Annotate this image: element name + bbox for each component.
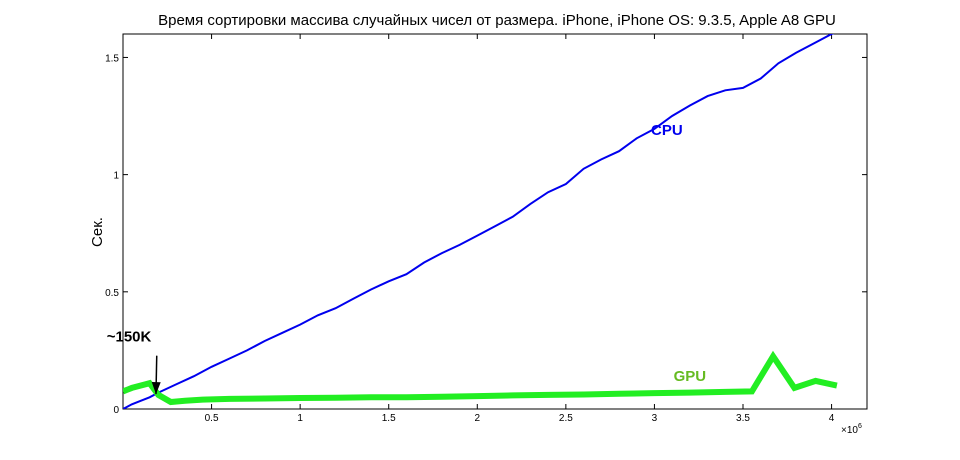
x-tick-label: 4 (829, 413, 835, 424)
series-line-gpu (123, 350, 838, 406)
y-tick-label: 0 (113, 405, 119, 416)
plot-area: 0.5 1 1.5 2 2.5 3 3.5 4 0 0.5 1 1.5 CPU GPU ~150K (105, 33, 868, 424)
x-tick-label: 0.5 (205, 413, 219, 424)
y-tick-label: 1.5 (105, 53, 119, 64)
series-label-gpu: GPU (674, 368, 707, 385)
axes-box (122, 33, 868, 410)
annotation-arrow-head (151, 382, 161, 395)
y-tick-label: 1 (113, 171, 119, 182)
x-tick-label: 3.5 (736, 413, 750, 424)
x-tick-label: 1.5 (382, 413, 396, 424)
y-tick-label: 0.5 (105, 288, 119, 299)
series-line-cpu (123, 34, 835, 409)
x-tick-label: 2 (475, 413, 481, 424)
chart-title: Время сортировки массива случайных чисел… (158, 12, 836, 29)
annotation-label: ~150K (107, 329, 152, 346)
x-tick-label: 2.5 (559, 413, 573, 424)
x-tick-label: 3 (652, 413, 658, 424)
y-axis-label: Сек. (89, 217, 106, 247)
series-label-cpu: CPU (651, 122, 683, 139)
x-axis-exponent: ×106 (841, 423, 862, 436)
x-tick-label: 1 (297, 413, 303, 424)
